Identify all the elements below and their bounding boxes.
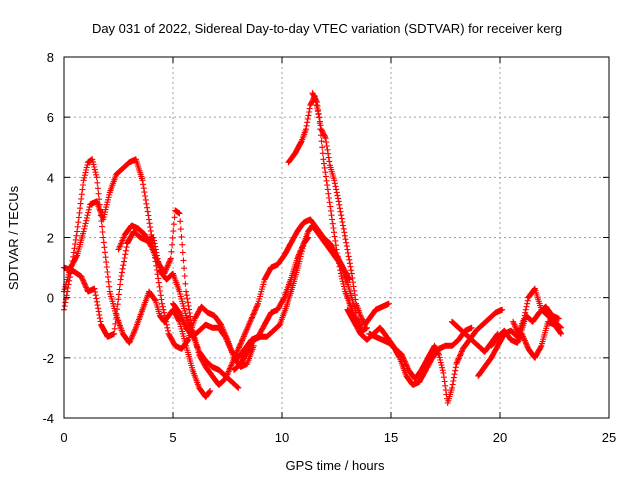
- y-tick-label: 4: [47, 170, 54, 185]
- point-marks: [344, 306, 475, 388]
- y-tick-label: 8: [47, 50, 54, 65]
- y-tick-label: -2: [42, 351, 54, 366]
- data-points: [61, 90, 564, 406]
- series-track-10: [366, 306, 506, 406]
- y-tick-label: 0: [47, 291, 54, 306]
- series-track-9: [344, 306, 475, 388]
- axis-ticks: 0 5 10 15 20 25 -4 -2 0 2 4 6 8: [42, 50, 616, 445]
- x-tick-label: 25: [602, 430, 616, 445]
- chart-title: Day 031 of 2022, Sidereal Day-to-day VTE…: [92, 21, 562, 36]
- x-tick-label: 10: [275, 430, 289, 445]
- y-tick-label: 6: [47, 110, 54, 125]
- y-tick-label: 2: [47, 231, 54, 246]
- point-marks: [309, 90, 392, 328]
- point-marks: [366, 306, 506, 406]
- point-marks: [510, 303, 562, 340]
- x-tick-label: 15: [384, 430, 398, 445]
- series-track-14: [510, 303, 562, 340]
- series-track-8: [309, 90, 392, 328]
- series-track-7: [285, 93, 370, 334]
- x-tick-label: 0: [60, 430, 67, 445]
- x-tick-label: 5: [169, 430, 176, 445]
- y-tick-label: -4: [42, 411, 54, 426]
- x-axis-label: GPS time / hours: [286, 458, 385, 473]
- x-tick-label: 20: [493, 430, 507, 445]
- y-axis-label: SDTVAR / TECUs: [6, 185, 21, 290]
- point-marks: [285, 93, 370, 334]
